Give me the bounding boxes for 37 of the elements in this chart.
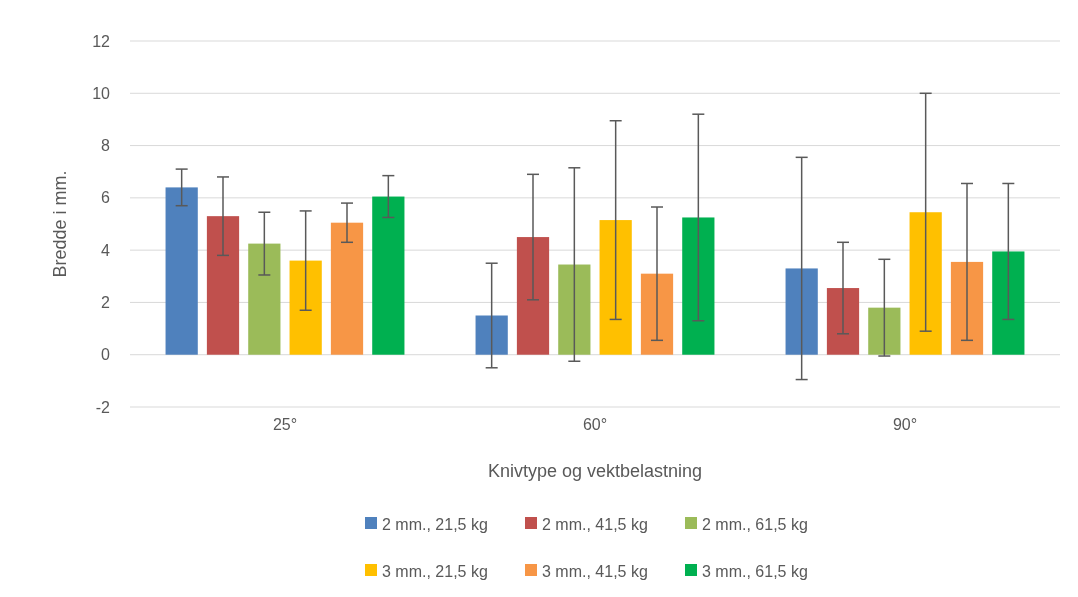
legend-label: 3 mm., 21,5 kg (382, 562, 488, 580)
bar (516, 237, 550, 355)
x-tick-label: 90° (892, 416, 918, 433)
bar (248, 243, 281, 355)
x-axis-title: Knivtype og vektbelastning (487, 461, 703, 481)
y-tick-label: 12 (92, 32, 111, 50)
y-tick-label: 4 (101, 241, 111, 259)
bar (165, 187, 198, 355)
legend-label: 3 mm., 61,5 kg (702, 562, 808, 580)
bar (558, 264, 591, 355)
bar (475, 315, 508, 355)
bar (372, 196, 405, 355)
bar (682, 217, 715, 355)
bar (330, 222, 364, 355)
y-tick-label: 2 (101, 294, 111, 312)
legend-label: 2 mm., 61,5 kg (702, 515, 808, 533)
bar (909, 212, 942, 355)
legend-label: 2 mm., 41,5 kg (542, 515, 648, 533)
y-tick-label: 6 (101, 189, 111, 207)
bar (206, 216, 240, 355)
bar (950, 261, 984, 355)
y-tick-label: 0 (101, 346, 111, 364)
legend-label: 2 mm., 21,5 kg (382, 515, 488, 533)
y-tick-label: 8 (101, 137, 111, 155)
y-axis-title: Bredde i mm. (50, 170, 70, 278)
y-tick-label: 10 (92, 84, 111, 102)
bar (640, 273, 674, 355)
legend-label: 3 mm., 41,5 kg (542, 562, 648, 580)
x-tick-label: 60° (582, 416, 608, 433)
bar (289, 260, 322, 355)
bar (826, 288, 860, 355)
bar (599, 220, 632, 355)
bar (868, 307, 901, 355)
x-tick-label: 25° (272, 416, 298, 433)
bar (992, 251, 1025, 355)
y-tick-label: -2 (95, 398, 111, 416)
bar (785, 268, 818, 355)
